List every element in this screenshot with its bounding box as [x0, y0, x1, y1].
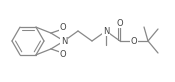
- Text: O: O: [59, 23, 66, 32]
- Text: O: O: [131, 36, 137, 46]
- Text: N: N: [103, 26, 109, 36]
- Text: N: N: [61, 36, 67, 46]
- Text: O: O: [59, 50, 66, 59]
- Text: O: O: [117, 19, 123, 27]
